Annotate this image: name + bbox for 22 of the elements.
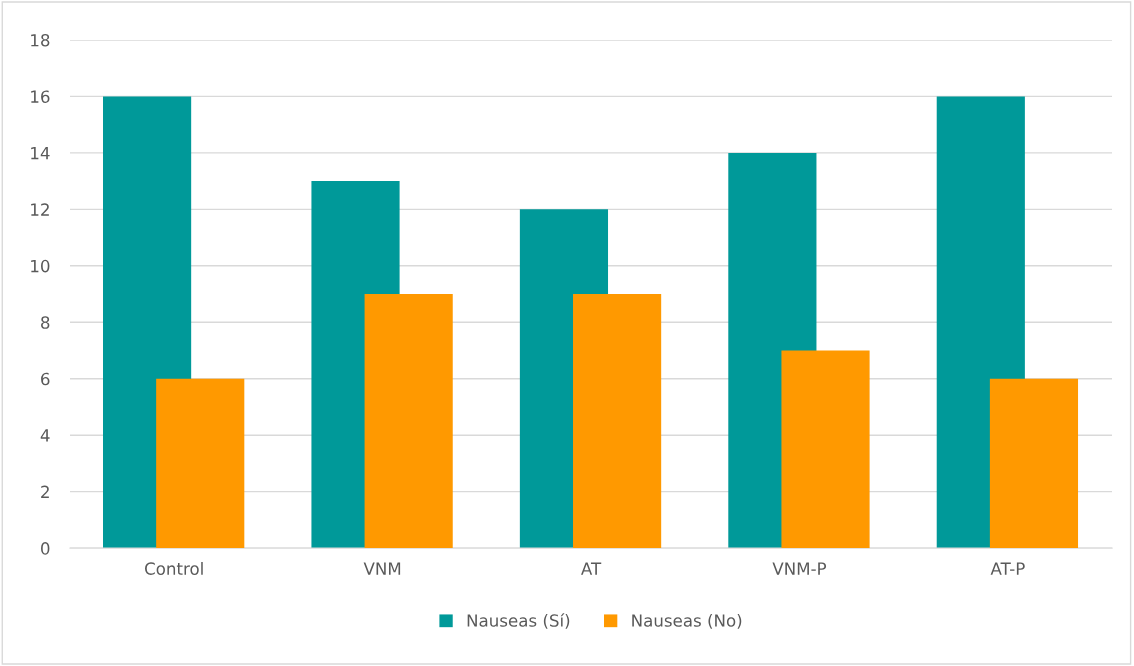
bar	[989, 378, 1079, 549]
x-tick-label: VNM-P	[772, 562, 827, 575]
y-tick-label: 0	[41, 542, 50, 555]
y-tick-label: 2	[41, 485, 49, 498]
legend-label: Nauseas (No)	[632, 613, 742, 629]
y-tick-label: 6	[41, 372, 50, 386]
y-tick-label: 18	[31, 33, 50, 47]
y-tick-label: 8	[41, 316, 50, 329]
bar	[156, 378, 245, 549]
y-tick-label: 14	[31, 147, 50, 160]
y-tick-label: 12	[31, 203, 49, 216]
bar	[364, 294, 453, 549]
x-tick-label: AT	[581, 562, 602, 575]
legend-label: Nauseas (Sí)	[467, 613, 570, 629]
bar	[781, 350, 870, 549]
y-tick-label: 16	[31, 90, 50, 103]
y-tick-label: 10	[31, 259, 50, 273]
x-tick-label: AT-P	[990, 562, 1025, 575]
x-tick-label: Control	[145, 562, 203, 575]
bar	[573, 294, 662, 549]
x-tick-label: VNM	[363, 562, 401, 575]
y-tick-label: 4	[40, 429, 50, 442]
